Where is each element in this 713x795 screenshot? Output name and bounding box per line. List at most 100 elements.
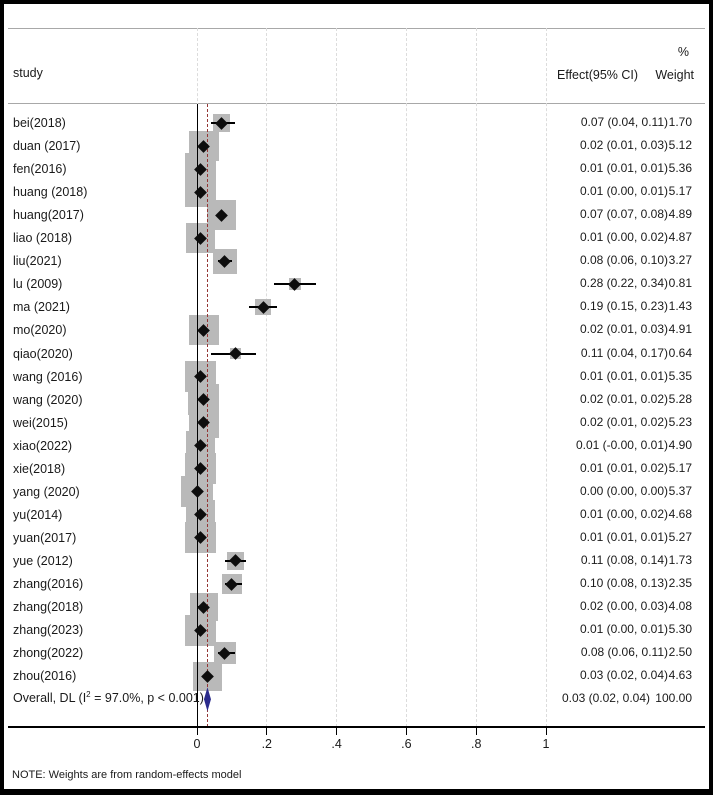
effect-value: 0.00 (0.00, 0.00) — [579, 483, 668, 498]
weight-value: 1.70 — [668, 115, 692, 129]
weight-value: 5.17 — [668, 184, 692, 199]
weight-value: 5.27 — [668, 529, 692, 544]
weight-value: 5.30 — [668, 622, 692, 637]
effect-value: 0.01 (0.01, 0.01) — [579, 368, 668, 383]
weight-value: 3.27 — [668, 253, 692, 268]
weight-value: 0.64 — [668, 345, 692, 360]
effect-value: 0.11 (0.04, 0.17) — [580, 345, 668, 360]
study-label: xie(2018) — [13, 461, 66, 476]
effect-value: 0.10 (0.08, 0.13) — [579, 576, 668, 590]
top-frame-line — [8, 28, 705, 29]
study-label: zhong(2022) — [13, 646, 84, 661]
study-label: yuan(2017) — [13, 530, 77, 545]
footnote: NOTE: Weights are from random-effects mo… — [12, 769, 242, 781]
weight-value: 5.23 — [668, 414, 692, 429]
tick-mark — [336, 728, 338, 735]
study-label: zhou(2016) — [13, 669, 77, 684]
weight-value: 4.68 — [668, 506, 692, 521]
weight-value: 4.90 — [668, 437, 692, 452]
study-label: mo(2020) — [13, 323, 67, 338]
effect-value: 0.02 (0.01, 0.03) — [579, 322, 668, 337]
weight-value: 5.35 — [668, 368, 692, 383]
study-label: yang (2020) — [13, 484, 80, 499]
weight-value: 4.91 — [668, 322, 692, 337]
effect-value: 0.19 (0.15, 0.23) — [579, 299, 668, 314]
study-label: ma (2021) — [13, 300, 70, 315]
weight-value: 2.35 — [668, 576, 692, 590]
study-label: xiao(2022) — [13, 438, 73, 453]
overall-weight-value: 100.00 — [655, 691, 692, 705]
effect-value: 0.28 (0.22, 0.34) — [579, 276, 668, 291]
tick-mark — [475, 728, 477, 735]
tick-mark — [196, 728, 198, 735]
effect-value: 0.02 (0.01, 0.02) — [579, 414, 668, 429]
study-label: lu (2009) — [13, 277, 63, 292]
gridline — [475, 28, 477, 727]
study-label: zhang(2018) — [13, 600, 84, 615]
effect-value: 0.01 (0.00, 0.01) — [579, 184, 668, 199]
study-label: wang (2016) — [13, 369, 83, 384]
study-label: fen(2016) — [13, 162, 67, 177]
weight-value: 0.81 — [668, 276, 692, 291]
effect-value: 0.01 (-0.00, 0.01) — [575, 437, 668, 452]
effect-value: 0.01 (0.00, 0.02) — [579, 506, 668, 521]
overall-label-sup: 2 — [86, 690, 91, 699]
gridline — [266, 28, 268, 727]
effect-value: 0.01 (0.00, 0.02) — [579, 230, 668, 245]
effect-value: 0.07 (0.07, 0.08) — [579, 207, 668, 222]
weight-value: 4.89 — [668, 207, 692, 222]
effect-value: 0.02 (0.01, 0.02) — [579, 391, 668, 406]
study-label: liao (2018) — [13, 231, 73, 246]
gridline — [336, 28, 338, 727]
tick-label: 0 — [193, 737, 201, 751]
gridline — [405, 28, 407, 727]
effect-value: 0.01 (0.01, 0.01) — [579, 161, 668, 176]
study-label: wang (2020) — [13, 392, 83, 407]
overall-diamond — [203, 687, 211, 712]
effect-value: 0.07 (0.04, 0.11) — [580, 115, 668, 129]
study-label: liu(2021) — [13, 254, 62, 269]
weight-value: 5.28 — [668, 391, 692, 406]
tick-mark — [405, 728, 407, 735]
effect-value: 0.01 (0.00, 0.01) — [579, 622, 668, 637]
effect-value: 0.11 (0.08, 0.14) — [580, 552, 668, 567]
study-column-header: study — [13, 66, 43, 80]
tick-label: .4 — [331, 737, 342, 751]
percent-column-header: % — [677, 45, 689, 59]
study-label: yu(2014) — [13, 507, 63, 522]
effect-value: 0.08 (0.06, 0.10) — [579, 253, 668, 268]
effect-value: 0.08 (0.06, 0.11) — [580, 645, 668, 660]
weight-value: 5.37 — [668, 483, 692, 498]
header-separator-line — [8, 103, 705, 104]
weight-value: 5.12 — [668, 138, 692, 153]
x-axis-line — [8, 726, 705, 728]
study-label: zhang(2016) — [13, 577, 84, 591]
weight-value: 1.43 — [668, 299, 692, 314]
weight-value: 4.08 — [668, 599, 692, 614]
effect-value: 0.03 (0.02, 0.04) — [579, 668, 668, 683]
study-label: duan (2017) — [13, 139, 81, 154]
study-label: zhang(2023) — [13, 623, 84, 638]
effect-value: 0.02 (0.00, 0.03) — [579, 599, 668, 614]
study-label: wei(2015) — [13, 415, 68, 430]
tick-label: .6 — [401, 737, 412, 751]
gridline — [545, 28, 547, 727]
zero-line — [196, 104, 198, 727]
weight-value: 1.73 — [668, 552, 692, 567]
study-label: qiao(2020) — [13, 346, 73, 361]
study-label: huang (2018) — [13, 185, 88, 200]
study-label: bei(2018) — [13, 116, 66, 130]
tick-mark — [545, 728, 547, 735]
weight-value: 4.87 — [668, 230, 692, 245]
overall-effect-value: 0.03 (0.02, 0.04) — [561, 691, 650, 705]
tick-mark — [266, 728, 268, 735]
effect-value: 0.02 (0.01, 0.03) — [579, 138, 668, 153]
effect-value: 0.01 (0.01, 0.02) — [579, 460, 668, 475]
weight-column-header: Weight — [655, 68, 694, 82]
overall-label-pre: Overall, DL (I — [13, 691, 87, 706]
overall-label: Overall, DL (I2 = 97.0%, p < 0.001) — [13, 690, 204, 705]
study-label: huang(2017) — [13, 208, 84, 223]
